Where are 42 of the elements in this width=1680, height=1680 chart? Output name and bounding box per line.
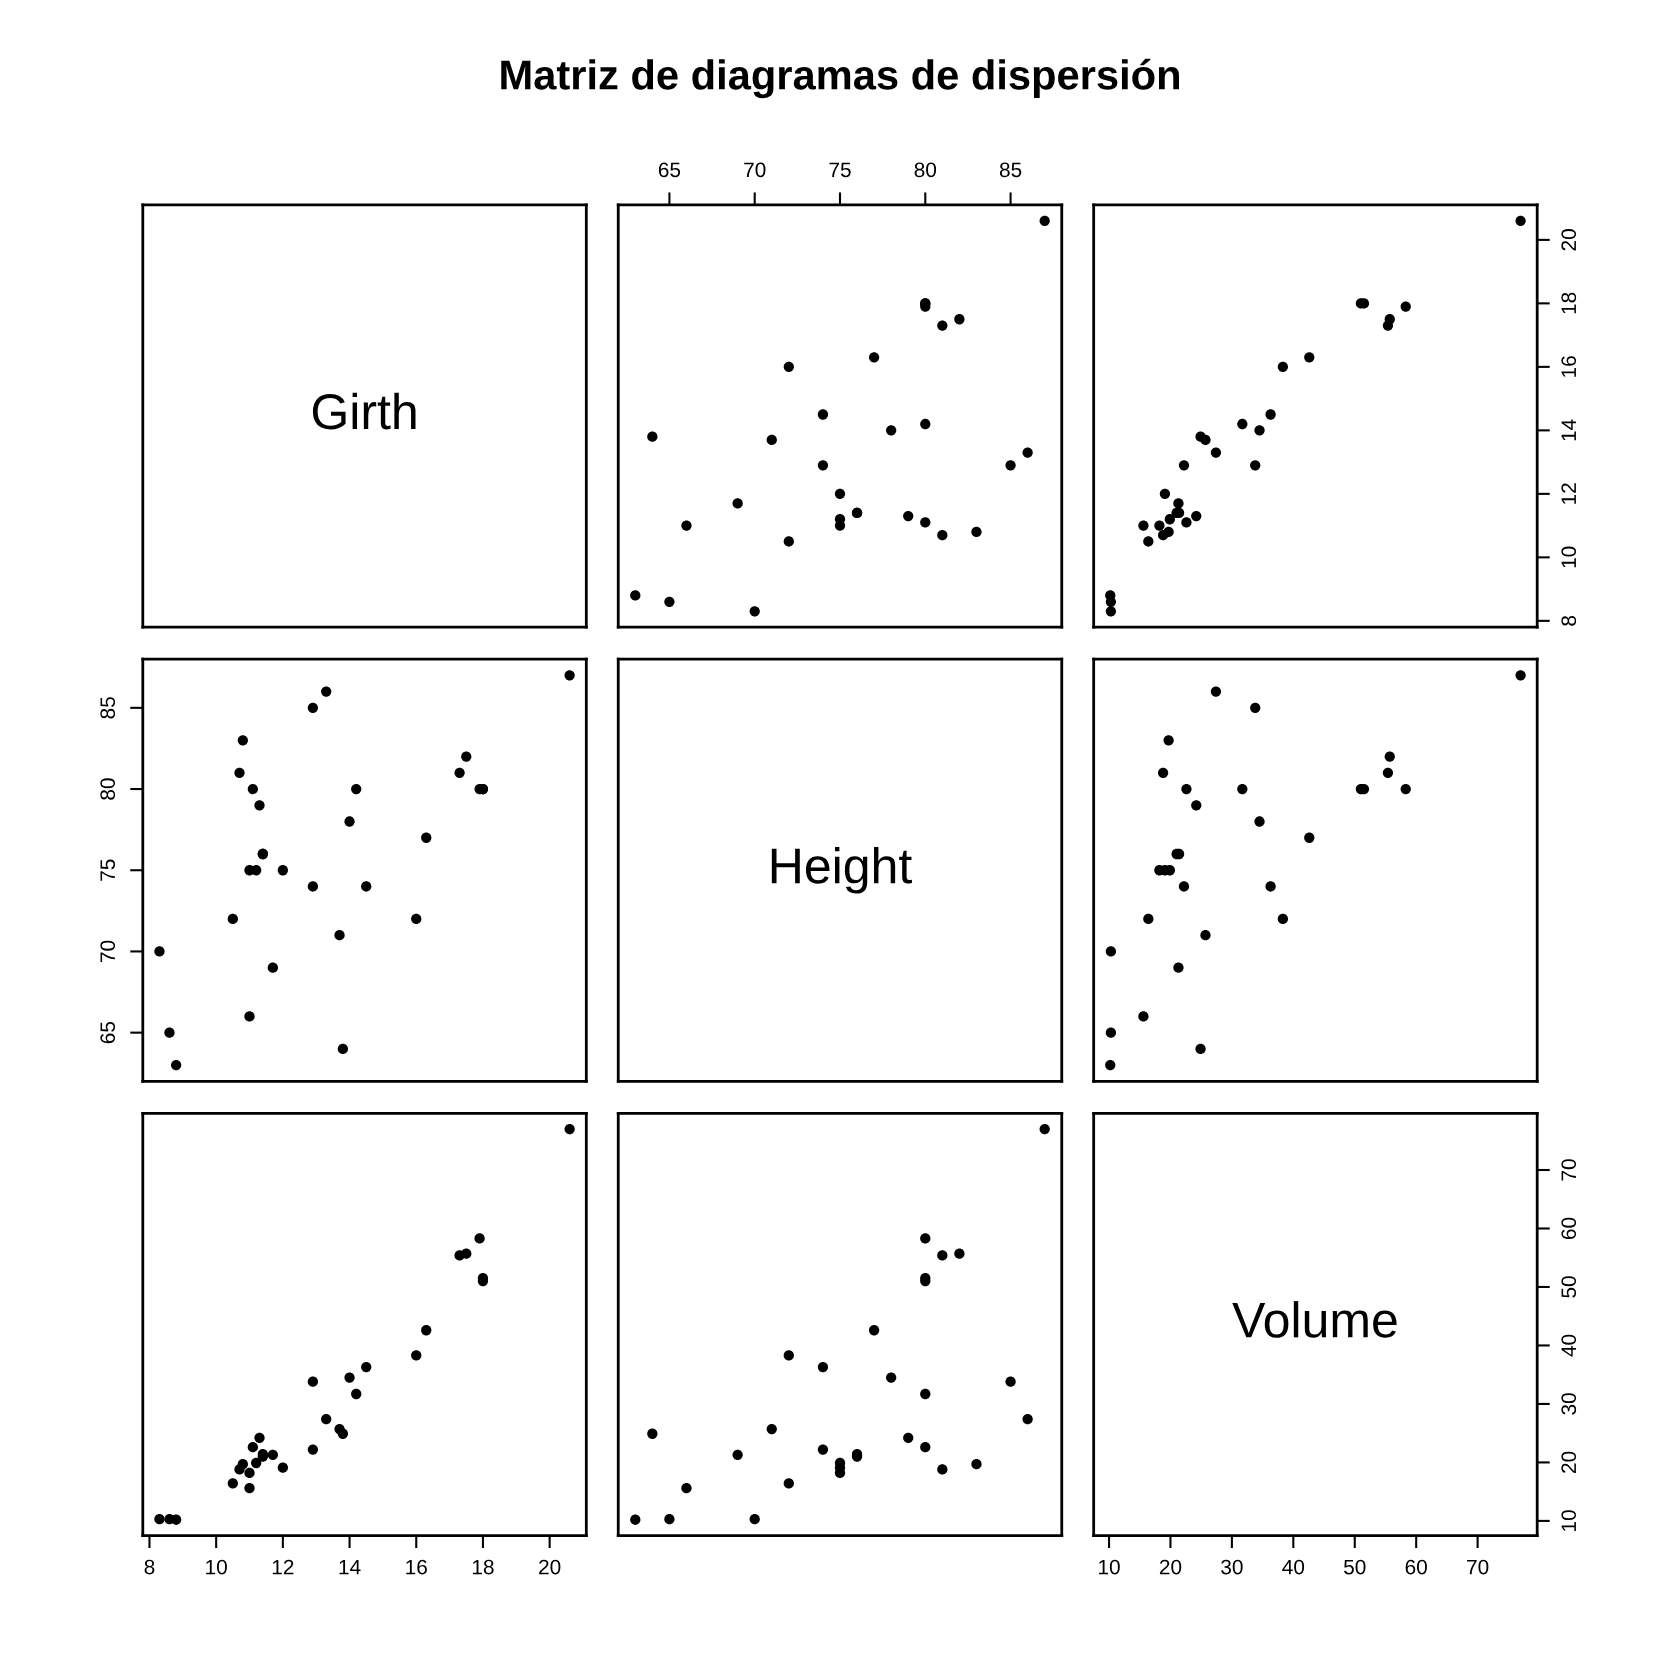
y-tick-label: 10 xyxy=(1561,1510,1577,1531)
x-tick-label: 65 xyxy=(658,162,681,178)
x-tick-label: 70 xyxy=(1467,1559,1489,1575)
x-tick-label: 18 xyxy=(472,1559,494,1575)
y-tick-label: 70 xyxy=(1561,1159,1577,1181)
y-tick-label: 12 xyxy=(1561,483,1576,504)
x-tick-label: 12 xyxy=(272,1559,294,1575)
y-tick-label: 18 xyxy=(1561,292,1577,314)
x-tick-label: 75 xyxy=(829,162,851,178)
y-tick-label: 70 xyxy=(100,940,116,962)
y-tick-label: 10 xyxy=(1561,546,1577,568)
y-tick-label: 80 xyxy=(100,778,116,800)
annotation: Volume xyxy=(1232,1301,1397,1338)
x-tick-label: 20 xyxy=(539,1559,561,1575)
x-tick-label: 10 xyxy=(1099,1559,1120,1575)
text: Matriz de diagramas de dispersión xyxy=(501,58,1179,99)
x-tick-label: 60 xyxy=(1405,1559,1427,1575)
x-tick-label: 30 xyxy=(1221,1559,1243,1575)
y-tick-label: 8 xyxy=(1561,615,1577,626)
y-tick-label: 40 xyxy=(1561,1334,1577,1357)
x-tick-label: 50 xyxy=(1344,1559,1366,1575)
y-tick-label: 65 xyxy=(100,1021,116,1044)
y-tick-label: 60 xyxy=(1561,1217,1577,1240)
y-tick-label: 75 xyxy=(100,859,116,881)
y-tick-label: 14 xyxy=(1561,419,1576,441)
y-tick-label: 85 xyxy=(100,697,116,719)
x-tick-label: 70 xyxy=(744,162,766,178)
text: Girth xyxy=(312,392,416,430)
y-tick-label: 50 xyxy=(1561,1276,1577,1298)
text: Height xyxy=(771,846,912,894)
y-tick-label: 20 xyxy=(1561,229,1577,251)
x-tick-label: 16 xyxy=(406,1559,427,1575)
x-tick-label: 20 xyxy=(1159,1559,1182,1575)
y-tick-label: 30 xyxy=(1561,1393,1577,1415)
x-tick-label: 85 xyxy=(999,162,1022,178)
y-tick-label: 16 xyxy=(1561,356,1577,377)
x-tick-label: 8 xyxy=(144,1559,155,1575)
x-tick-label: 10 xyxy=(206,1559,227,1575)
x-tick-label: 40 xyxy=(1282,1559,1305,1575)
y-tick-label: 20 xyxy=(1561,1451,1577,1473)
x-tick-label: 14 xyxy=(339,1559,361,1575)
x-tick-label: 80 xyxy=(914,162,937,178)
